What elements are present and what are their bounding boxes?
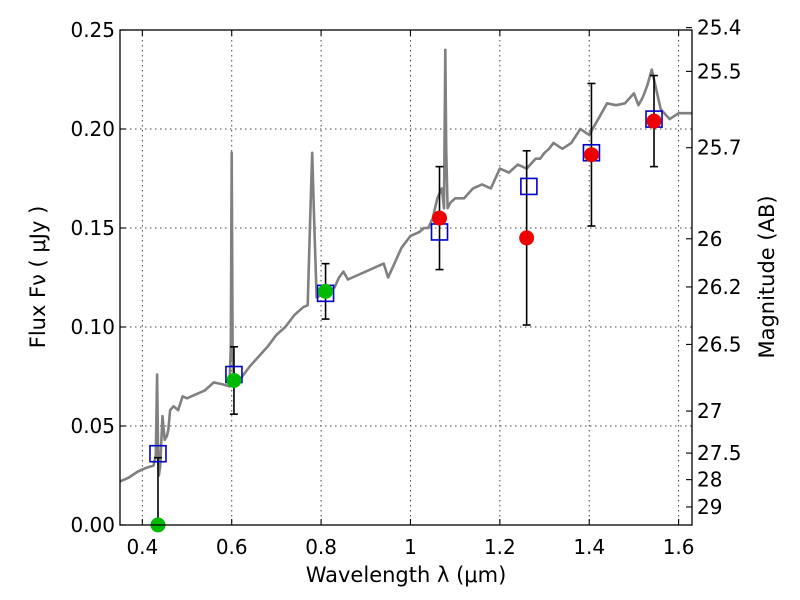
y2-tick-label: 27 bbox=[697, 399, 722, 423]
tick-layer bbox=[120, 27, 692, 526]
observed-point bbox=[318, 283, 334, 299]
y-tick-label: 0.25 bbox=[70, 18, 115, 42]
y-tick-label: 0.15 bbox=[70, 216, 115, 240]
x-tick-label: 1.4 bbox=[573, 535, 605, 559]
y2-tick-label: 25.5 bbox=[697, 59, 742, 83]
y2-tick-label: 26 bbox=[697, 227, 722, 251]
x-tick-label: 0.4 bbox=[126, 535, 158, 559]
observed-point bbox=[646, 113, 662, 129]
model-photometry-square bbox=[149, 444, 167, 463]
observed-photometry-layer bbox=[150, 113, 662, 533]
model-layer bbox=[119, 48, 692, 483]
x-tick-label: 1 bbox=[404, 535, 417, 559]
y-tick-label: 0.20 bbox=[70, 117, 115, 141]
observed-point bbox=[226, 372, 242, 388]
y2-axis-label: Magnitude (AB) bbox=[755, 195, 779, 358]
y-axis-label: Flux Fν ( μJy ) bbox=[26, 206, 50, 349]
model-photometry-square bbox=[520, 177, 538, 196]
x-tick-label: 1.2 bbox=[484, 535, 516, 559]
plot-frame bbox=[119, 29, 693, 526]
observed-point bbox=[583, 147, 599, 163]
y-tick-label: 0.05 bbox=[70, 414, 115, 438]
tick-label-layer: 0.4 0.6 0.8 1 1.2 1.4 1.6 0.00 0.05 0.10 0.15 0.20 0… bbox=[70, 16, 741, 559]
y2-tick-label: 29 bbox=[697, 495, 722, 519]
x-tick-label: 1.6 bbox=[663, 535, 695, 559]
y2-tick-label: 26.5 bbox=[697, 332, 742, 356]
x-tick-label: 0.8 bbox=[305, 535, 337, 559]
x-tick-label: 0.6 bbox=[216, 535, 248, 559]
y2-tick-label: 26.2 bbox=[697, 275, 742, 299]
observed-point bbox=[432, 210, 448, 226]
errorbar-layer bbox=[153, 74, 659, 525]
y2-tick-label: 25.4 bbox=[697, 16, 742, 40]
observed-point bbox=[519, 230, 535, 246]
y2-tick-label: 25.7 bbox=[697, 136, 742, 160]
x-axis-label: Wavelength λ (μm) bbox=[306, 563, 507, 587]
y2-tick-label: 27.5 bbox=[697, 441, 742, 465]
y-tick-label: 0.00 bbox=[70, 513, 115, 537]
y2-tick-label: 28 bbox=[697, 468, 722, 492]
y-tick-label: 0.10 bbox=[70, 315, 115, 339]
model-photometry-layer bbox=[149, 110, 663, 463]
model-spectrum-line bbox=[119, 48, 692, 483]
